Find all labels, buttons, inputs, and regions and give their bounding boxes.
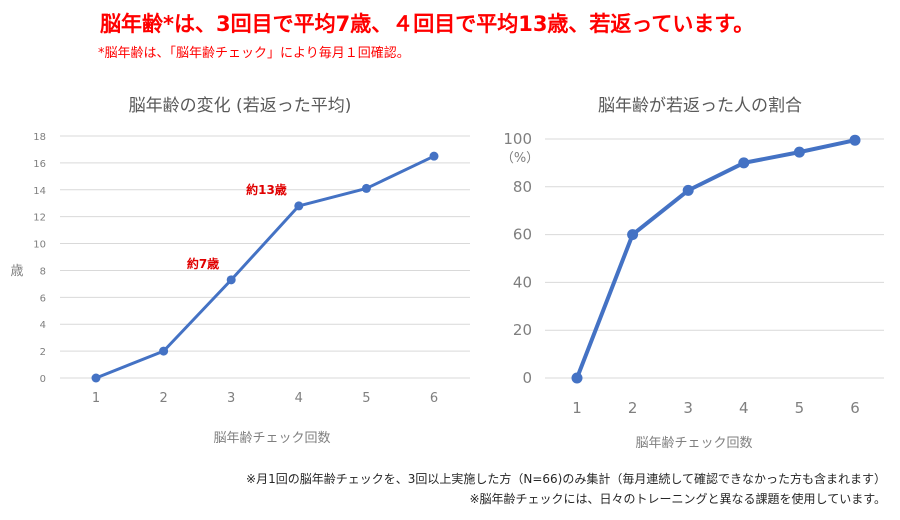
x-tick-label: 2 — [159, 391, 167, 406]
chart-title: 脳年齢が若返った人の割合 — [598, 96, 802, 116]
footnote-task: ※脳年齢チェックには、日々のトレーニングと異なる課題を使用しています。 — [469, 492, 887, 506]
y-tick-label: 2 — [40, 347, 46, 358]
y-axis-title: （%） — [501, 151, 539, 166]
x-tick-label: 4 — [295, 391, 303, 406]
y-tick-label: 60 — [513, 226, 532, 244]
x-tick-label: 2 — [628, 399, 638, 417]
subnote: *脳年齢は、「脳年齢チェック」により毎月１回確認。 — [98, 46, 410, 61]
x-tick-label: 5 — [362, 391, 370, 406]
y-tick-label: 40 — [513, 273, 532, 291]
data-point — [738, 157, 750, 169]
y-tick-label: 6 — [40, 293, 46, 304]
y-tick-label: 8 — [40, 266, 46, 277]
headline: 脳年齢*は、3回目で平均7歳、４回目で平均13歳、若返っています。 — [100, 12, 755, 36]
x-tick-label: 3 — [227, 391, 235, 406]
series-line — [575, 138, 856, 379]
x-tick-label: 6 — [430, 391, 438, 406]
data-point — [226, 275, 236, 285]
chart-title: 脳年齢の変化 (若返った平均) — [129, 96, 352, 116]
y-axis-title: 歳 — [10, 264, 23, 279]
y-tick-label: 0 — [40, 374, 46, 385]
data-point — [571, 372, 583, 384]
data-point — [159, 346, 169, 356]
footnote-aggregation: ※月1回の脳年齢チェックを、3回以上実施した方（N=66)のみ集計（毎月連続して… — [246, 472, 886, 486]
x-tick-label: 1 — [572, 399, 582, 417]
y-tick-label: 80 — [513, 178, 532, 196]
x-tick-label: 4 — [739, 399, 749, 417]
x-tick-label: 1 — [92, 391, 100, 406]
data-point — [361, 183, 371, 193]
x-tick-label: 6 — [850, 399, 860, 417]
series-line — [95, 154, 435, 380]
data-point — [682, 184, 694, 196]
y-tick-label: 4 — [40, 320, 46, 331]
data-label: 約7歳 — [187, 256, 219, 271]
data-point — [91, 373, 101, 383]
y-tick-label: 0 — [522, 369, 532, 387]
x-tick-label: 5 — [795, 399, 805, 417]
data-label: 約13歳 — [246, 182, 287, 197]
x-axis-title: 脳年齢チェック回数 — [213, 431, 330, 446]
x-axis-title: 脳年齢チェック回数 — [635, 436, 752, 451]
data-point — [429, 151, 439, 161]
data-point — [627, 229, 639, 241]
y-tick-label: 12 — [33, 213, 46, 224]
data-point — [793, 146, 805, 158]
y-tick-label: 10 — [33, 240, 46, 251]
data-point — [294, 201, 304, 211]
x-tick-label: 3 — [683, 399, 693, 417]
data-point — [849, 134, 861, 146]
y-tick-label: 20 — [513, 321, 532, 339]
y-tick-label: 100 — [503, 130, 532, 148]
y-tick-label: 14 — [33, 186, 46, 197]
chart-rejuvenated-ratio: 脳年齢が若返った人の割合 0 20 40 60 80 100 1 2 3 4 5 6 脳年齢チェック回数 （… — [501, 96, 884, 451]
y-tick-label: 16 — [33, 159, 46, 170]
y-tick-label: 18 — [33, 132, 46, 143]
